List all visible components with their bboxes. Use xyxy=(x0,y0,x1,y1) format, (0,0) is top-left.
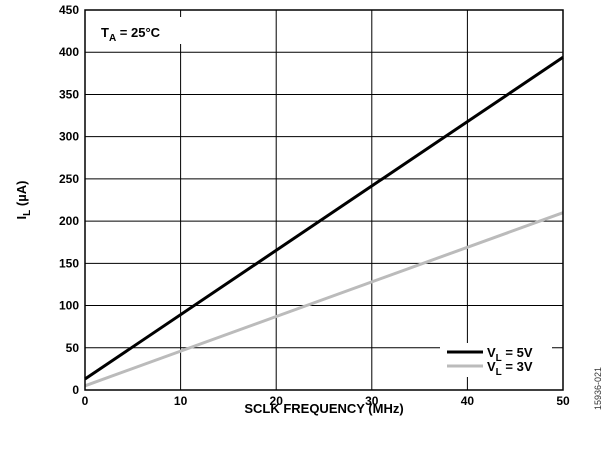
x-tick-label: 40 xyxy=(461,394,475,408)
x-tick-label: 50 xyxy=(556,394,570,408)
x-tick-label: 10 xyxy=(174,394,188,408)
grid xyxy=(85,10,563,390)
y-tick-label: 0 xyxy=(72,383,79,397)
y-tick-label: 50 xyxy=(66,341,80,355)
x-tick-label: 30 xyxy=(365,394,379,408)
temperature-annotation: TA = 25°C xyxy=(101,25,161,44)
y-tick-label: 100 xyxy=(59,299,79,313)
y-tick-label: 400 xyxy=(59,45,79,59)
figure-id: 15936-021 xyxy=(593,367,603,410)
annotation-box: TA = 25°C xyxy=(93,17,189,44)
series-lines xyxy=(84,56,564,388)
y-tick-label: 150 xyxy=(59,256,79,270)
x-tick-label: 20 xyxy=(270,394,284,408)
y-tick-labels: 0 50 100 150 200 250 300 350 400 450 xyxy=(59,3,79,397)
plot-background xyxy=(85,10,563,390)
x-tick-labels: 0 10 20 30 40 50 xyxy=(82,394,570,408)
y-tick-label: 450 xyxy=(59,3,79,17)
y-tick-label: 300 xyxy=(59,130,79,144)
y-tick-label: 250 xyxy=(59,172,79,186)
legend-label-3v: VL = 3V xyxy=(487,359,533,378)
series-line-5v xyxy=(84,56,564,381)
series-line-3v xyxy=(84,211,564,388)
legend: VL = 5V VL = 3V xyxy=(440,343,552,378)
y-tick-label: 200 xyxy=(59,214,79,228)
x-axis-label: SCLK FREQUENCY (MHz) xyxy=(244,401,403,416)
legend-label-5v: VL = 5V xyxy=(487,345,533,364)
x-tick-label: 0 xyxy=(82,394,89,408)
legend-background xyxy=(440,343,552,377)
plot-frame xyxy=(84,9,564,391)
y-tick-label: 350 xyxy=(59,87,79,101)
y-axis-label: IL (µA) xyxy=(14,181,33,220)
